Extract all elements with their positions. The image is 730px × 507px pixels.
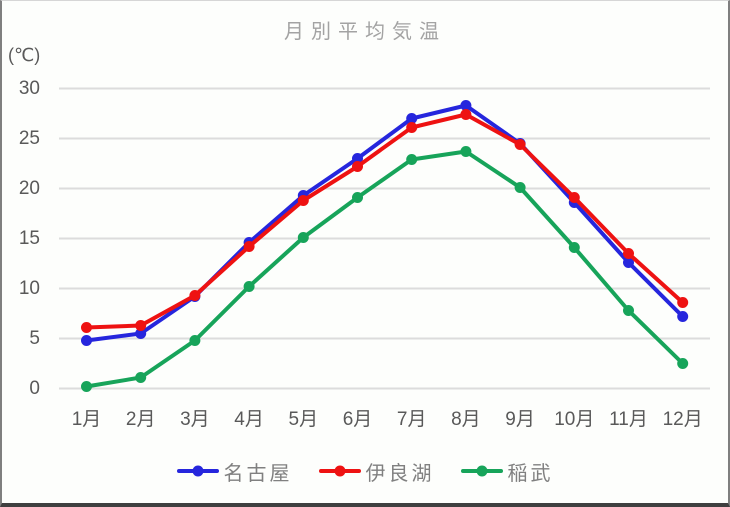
- data-point: [623, 248, 634, 259]
- legend-item-2: 稲武: [460, 457, 554, 486]
- data-point: [677, 358, 689, 369]
- y-tick-label: 10: [18, 277, 40, 299]
- legend-dot-icon: [476, 465, 487, 477]
- data-point: [460, 146, 472, 157]
- legend-dot-icon: [192, 465, 203, 477]
- data-point: [677, 297, 689, 308]
- x-tick-label: 4月: [234, 409, 264, 430]
- data-point: [81, 335, 92, 346]
- x-tick-label: 2月: [125, 409, 156, 430]
- legend-line-marker-icon: [460, 465, 503, 477]
- legend-label: 稲武: [507, 462, 554, 485]
- series-0: [81, 100, 689, 346]
- chart-title: 月別平均気温: [284, 21, 446, 43]
- x-tick-label: 10月: [554, 409, 595, 430]
- data-point: [352, 153, 363, 164]
- x-tick-label: 8月: [451, 409, 481, 430]
- data-point: [352, 161, 363, 172]
- y-tick-label: 0: [29, 377, 40, 399]
- legend-label: 伊良湖: [365, 462, 435, 485]
- y-axis-unit-label: (℃): [8, 45, 41, 65]
- data-point: [243, 237, 255, 248]
- data-point: [677, 311, 689, 322]
- data-point: [135, 372, 147, 383]
- data-point: [135, 328, 147, 339]
- legend: 名古屋 伊良湖 稲武: [2, 455, 728, 487]
- data-point: [243, 281, 255, 292]
- series-line: [86, 149, 685, 389]
- legend-line-marker-icon: [318, 465, 361, 477]
- data-point: [135, 320, 147, 331]
- data-point: [243, 241, 255, 252]
- data-point: [568, 242, 580, 253]
- legend-dot-icon: [334, 465, 345, 477]
- data-point: [297, 232, 309, 243]
- y-tick-label: 5: [29, 327, 40, 349]
- data-point: [568, 192, 580, 203]
- x-tick-label: 12月: [662, 409, 703, 430]
- data-point: [297, 190, 309, 201]
- x-tick-label: 11月: [609, 409, 648, 430]
- legend-label: 名古屋: [223, 462, 293, 485]
- legend-item-1: 伊良湖: [318, 457, 435, 486]
- data-point: [460, 109, 472, 120]
- data-point: [623, 257, 634, 268]
- data-point: [406, 154, 418, 165]
- x-tick-label: 5月: [288, 409, 319, 430]
- series-1: [81, 109, 689, 333]
- data-point: [623, 305, 634, 316]
- x-tick-label: 3月: [180, 409, 210, 430]
- x-tick-label: 1月: [71, 409, 102, 430]
- data-point: [514, 138, 526, 149]
- series-line: [86, 103, 685, 343]
- x-tick-label: 7月: [396, 409, 427, 430]
- data-point: [189, 290, 201, 301]
- data-point: [189, 291, 201, 302]
- series-2: [81, 146, 689, 392]
- series-line: [86, 112, 685, 330]
- y-tick-label: 30: [18, 77, 40, 99]
- y-tick-label: 15: [18, 227, 40, 249]
- data-point: [352, 192, 363, 203]
- data-point: [189, 335, 201, 346]
- data-point: [460, 100, 472, 111]
- data-point: [406, 122, 418, 133]
- legend-item-0: 名古屋: [176, 457, 293, 486]
- data-point: [297, 195, 309, 206]
- x-tick-label: 9月: [505, 409, 535, 430]
- data-point: [514, 139, 526, 150]
- x-tick-label: 6月: [342, 409, 373, 430]
- y-tick-label: 20: [18, 177, 40, 199]
- data-point: [81, 381, 92, 392]
- y-tick-label: 25: [18, 127, 40, 149]
- data-point: [514, 182, 526, 193]
- data-point: [81, 322, 92, 333]
- data-point: [568, 197, 580, 208]
- legend-line-marker-icon: [176, 465, 219, 477]
- data-point: [406, 113, 418, 124]
